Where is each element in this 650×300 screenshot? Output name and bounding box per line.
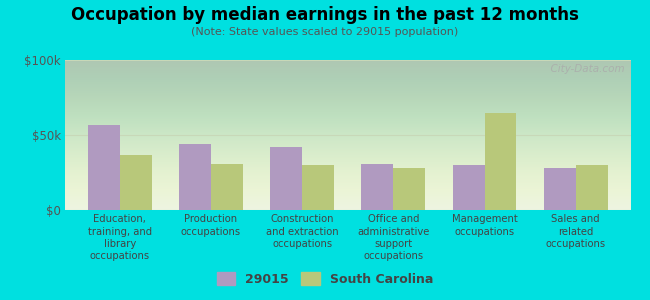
Text: (Note: State values scaled to 29015 population): (Note: State values scaled to 29015 popu… [191, 27, 459, 37]
Text: City-Data.com: City-Data.com [544, 64, 625, 74]
Bar [88, 124, 120, 210]
Bar [270, 147, 302, 210]
Bar [302, 165, 334, 210]
Bar [576, 165, 608, 210]
Bar [361, 164, 393, 210]
Bar [393, 168, 425, 210]
Bar [544, 168, 576, 210]
Bar [452, 165, 484, 210]
Bar [120, 154, 151, 210]
Text: Occupation by median earnings in the past 12 months: Occupation by median earnings in the pas… [71, 6, 579, 24]
Bar [484, 112, 517, 210]
Bar [179, 144, 211, 210]
Bar [211, 164, 243, 210]
Legend: 29015, South Carolina: 29015, South Carolina [211, 267, 439, 291]
